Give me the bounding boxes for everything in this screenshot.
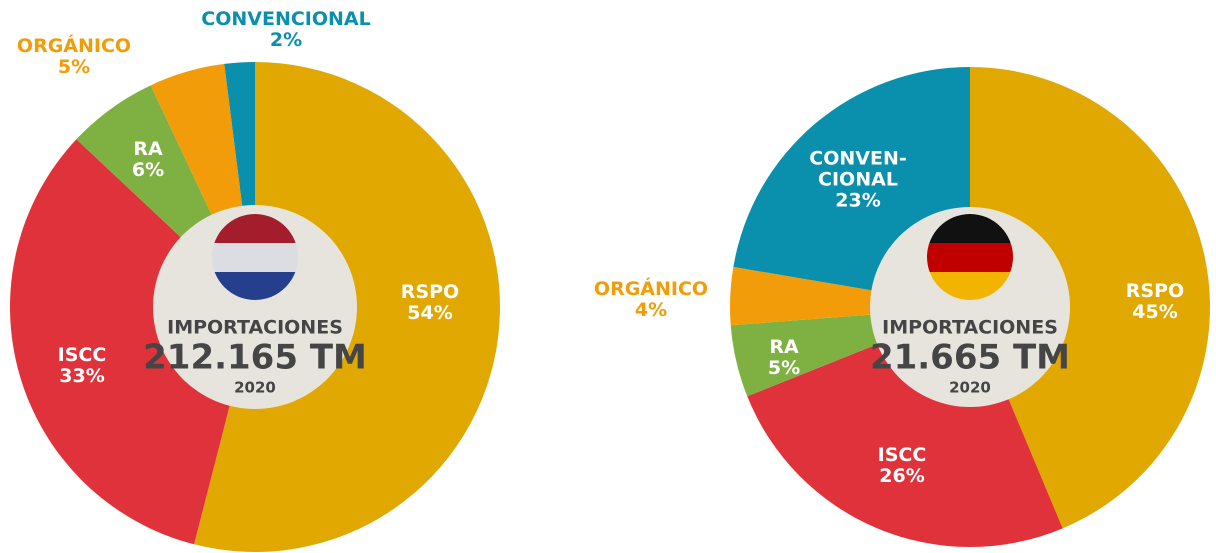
category-label: RA: [769, 336, 799, 358]
center-value: 212.165 TM: [143, 338, 367, 378]
slice: [730, 266, 874, 326]
center-label: IMPORTACIONES: [167, 317, 343, 339]
slice: [194, 62, 501, 553]
slice-label: ORGÁNICO 4%: [594, 279, 708, 321]
category-label: RA: [133, 138, 163, 160]
slice-label: CONVENCIONAL 2%: [201, 9, 370, 51]
slice-label: RA 6%: [132, 139, 164, 181]
value-label: 4%: [634, 299, 668, 321]
slice-label: ISCC 26%: [878, 445, 927, 487]
center-year: 2020: [234, 379, 276, 397]
center-disc: [153, 205, 357, 409]
value-label: 23%: [835, 189, 881, 212]
donut-de: [730, 67, 1211, 548]
value-label: 5%: [767, 357, 801, 379]
slice-label: CONVEN- CIONAL 23%: [809, 147, 907, 212]
donut-nl: [10, 62, 501, 553]
slice-label: RA 5%: [768, 337, 800, 379]
value-label: 2%: [269, 29, 303, 51]
slice-label: RSPO 45%: [1126, 281, 1184, 323]
slice-label: ORGÁNICO 5%: [17, 36, 131, 78]
slice: [10, 139, 231, 545]
category-label: ISCC: [57, 344, 107, 366]
value-label: 26%: [879, 465, 925, 487]
slice: [224, 62, 255, 208]
center-disc: [870, 207, 1070, 407]
slice: [970, 67, 1211, 529]
slice: [730, 314, 880, 397]
category-label: RSPO: [1125, 280, 1185, 302]
slice-label: ISCC 33%: [58, 345, 107, 387]
category-label: CONVEN- CIONAL: [809, 147, 907, 191]
value-label: 54%: [407, 302, 453, 324]
slice: [76, 85, 213, 239]
category-label: RSPO: [400, 281, 460, 303]
flag-netherlands: [212, 214, 298, 300]
category-label: ORGÁNICO: [593, 278, 709, 300]
value-label: 45%: [1132, 301, 1178, 323]
center-year: 2020: [949, 379, 991, 397]
value-label: 33%: [59, 365, 105, 387]
center-value: 21.665 TM: [870, 338, 1070, 378]
slice-label: RSPO 54%: [401, 282, 459, 324]
slice: [747, 343, 1063, 548]
center-label: IMPORTACIONES: [882, 317, 1058, 339]
category-label: ORGÁNICO: [16, 35, 132, 57]
value-label: 5%: [57, 56, 91, 78]
category-label: ISCC: [877, 444, 927, 466]
slice: [150, 63, 243, 217]
category-label: CONVENCIONAL: [201, 8, 371, 30]
slice: [733, 67, 970, 291]
value-label: 6%: [131, 159, 165, 181]
